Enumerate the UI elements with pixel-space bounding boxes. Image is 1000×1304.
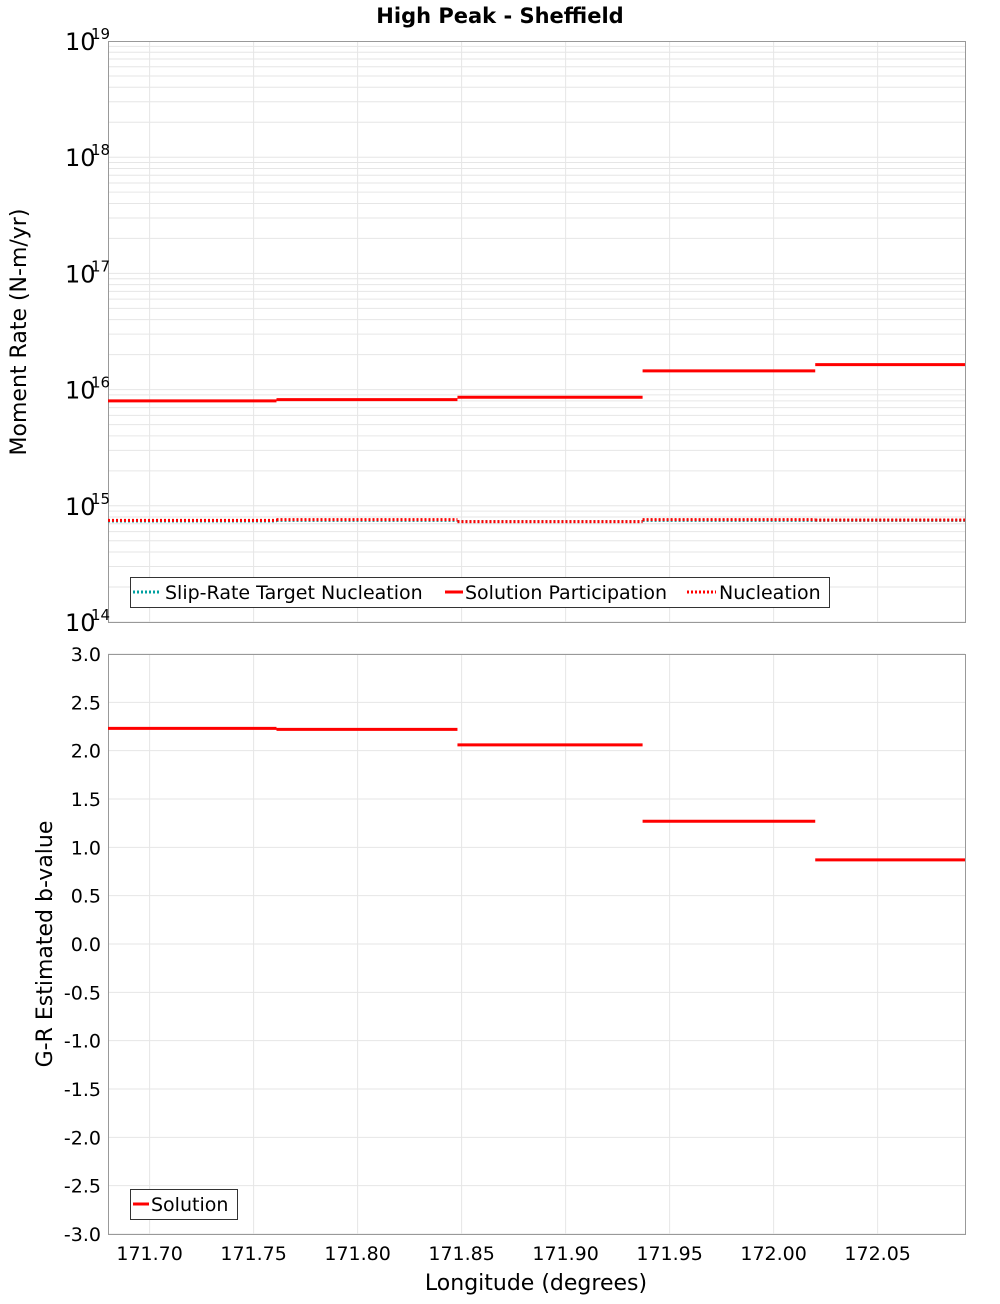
x-tick-label: 171.85 <box>428 1243 494 1265</box>
y-tick-exponent: 14 <box>91 606 110 624</box>
x-tick-label: 171.80 <box>324 1243 390 1265</box>
x-tick-label: 171.90 <box>532 1243 598 1265</box>
y-tick-label: -1.5 <box>64 1079 101 1101</box>
legend-label: Solution <box>151 1194 228 1216</box>
y-tick-base: 10 <box>65 493 96 521</box>
y-tick-label: 0.0 <box>71 934 101 956</box>
y-tick-label: -1.0 <box>64 1031 101 1053</box>
y-tick-exponent: 17 <box>91 257 110 275</box>
x-axis-label: Longitude (degrees) <box>425 1271 647 1296</box>
bottom-y-axis: 3.0 2.5 2.0 1.5 1.0 0.5 0.0 -0.5 -1.0 -1.5 -2.0 -2.… <box>64 644 101 1246</box>
legend-label: Slip-Rate Target Nucleation <box>165 582 423 604</box>
y-tick-label: 1.5 <box>71 789 101 811</box>
x-tick-label: 171.70 <box>116 1243 182 1265</box>
top-legend: Slip-Rate Target Nucleation Solution Par… <box>130 577 830 608</box>
x-tick-label: 171.75 <box>220 1243 286 1265</box>
y-tick-exponent: 15 <box>91 490 110 508</box>
y-tick-label: -0.5 <box>64 982 101 1004</box>
y-tick-exponent: 18 <box>91 141 110 159</box>
x-tick-label: 171.95 <box>636 1243 702 1265</box>
y-tick-label: -2.0 <box>64 1127 101 1149</box>
x-axis: 171.70 171.75 171.80 171.85 171.90 171.95 172.… <box>116 1243 911 1265</box>
bottom-grid <box>108 653 965 1235</box>
x-tick-label: 172.05 <box>844 1243 910 1265</box>
legend-label: Solution Participation <box>465 582 667 604</box>
legend-label: Nucleation <box>719 582 821 604</box>
top-plot-frame <box>108 41 966 623</box>
bottom-series <box>108 726 965 862</box>
chart-title: High Peak - Sheffield <box>376 4 623 28</box>
bottom-plot-frame <box>108 654 966 1235</box>
y-tick-base: 10 <box>65 260 96 288</box>
y-tick-exponent: 16 <box>91 374 110 392</box>
y-tick-base: 10 <box>65 28 96 56</box>
y-tick-base: 10 <box>65 377 96 405</box>
top-grid <box>108 41 965 623</box>
y-tick-exponent: 19 <box>91 25 110 43</box>
y-tick-label: 3.0 <box>71 644 101 666</box>
top-series <box>108 363 965 524</box>
bottom-y-axis-label: G-R Estimated b-value <box>33 821 58 1068</box>
y-tick-label: 2.0 <box>71 741 101 763</box>
y-tick-label: 0.5 <box>71 886 101 908</box>
bottom-legend: Solution <box>130 1189 238 1220</box>
y-tick-label: 1.0 <box>71 837 101 859</box>
x-tick-label: 172.00 <box>740 1243 806 1265</box>
top-y-axis-label: Moment Rate (N-m/yr) <box>7 209 32 456</box>
y-tick-base: 10 <box>65 609 96 637</box>
y-tick-label: -3.0 <box>64 1224 101 1246</box>
y-tick-label: 2.5 <box>71 692 101 714</box>
y-tick-base: 10 <box>65 144 96 172</box>
y-tick-label: -2.5 <box>64 1176 101 1198</box>
